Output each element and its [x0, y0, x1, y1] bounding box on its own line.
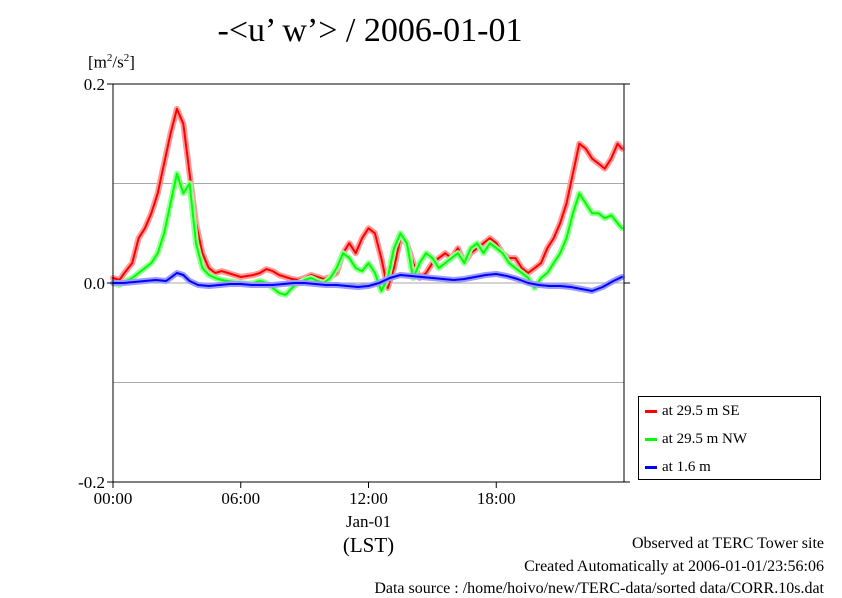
series-layer — [110, 105, 625, 298]
y-tick-label: 0.2 — [84, 75, 105, 94]
legend-swatch-1-6m — [645, 465, 657, 469]
y-tick-label: 0.0 — [84, 274, 105, 293]
legend-label-nw: at 29.5 m NW — [662, 430, 747, 447]
legend-item-se: at 29.5 m SE — [645, 402, 740, 420]
y-tick-label: -0.2 — [78, 473, 105, 492]
series-line-2 — [112, 272, 623, 292]
ticks-layer: 0.2 0.0 -0.200:00 06:00 12:00 18:00 Jan-01 (LST… — [78, 75, 630, 557]
y-unit-label: [m2/s2] — [88, 52, 135, 72]
legend: at 29.5 m SE at 29.5 m NW at 1.6 m — [638, 396, 821, 480]
footer-created: Created Automatically at 2006-01-01/23:5… — [524, 558, 824, 575]
series-line-1 — [112, 172, 623, 296]
legend-label-se: at 29.5 m SE — [662, 402, 740, 419]
footer-observed: Observed at TERC Tower site — [631, 535, 824, 552]
x-tick-label: 00:00 — [94, 489, 133, 508]
legend-swatch-nw — [645, 437, 657, 441]
chart-title: -<u’ w’> / 2006-01-01 — [217, 12, 523, 49]
footer-source: Data source : /home/hoivo/new/TERC-data/… — [374, 580, 824, 597]
x-tick-label: 18:00 — [477, 489, 516, 508]
x-date-label: Jan-01 — [346, 512, 391, 531]
legend-item-1-6m: at 1.6 m — [645, 458, 711, 476]
x-axis-label: (LST) — [343, 533, 394, 557]
x-tick-label: 06:00 — [221, 489, 260, 508]
legend-label-1-6m: at 1.6 m — [662, 458, 711, 475]
series-line-0 — [112, 107, 623, 289]
x-tick-label: 12:00 — [349, 489, 388, 508]
legend-item-nw: at 29.5 m NW — [645, 430, 747, 448]
legend-swatch-se — [645, 409, 657, 413]
